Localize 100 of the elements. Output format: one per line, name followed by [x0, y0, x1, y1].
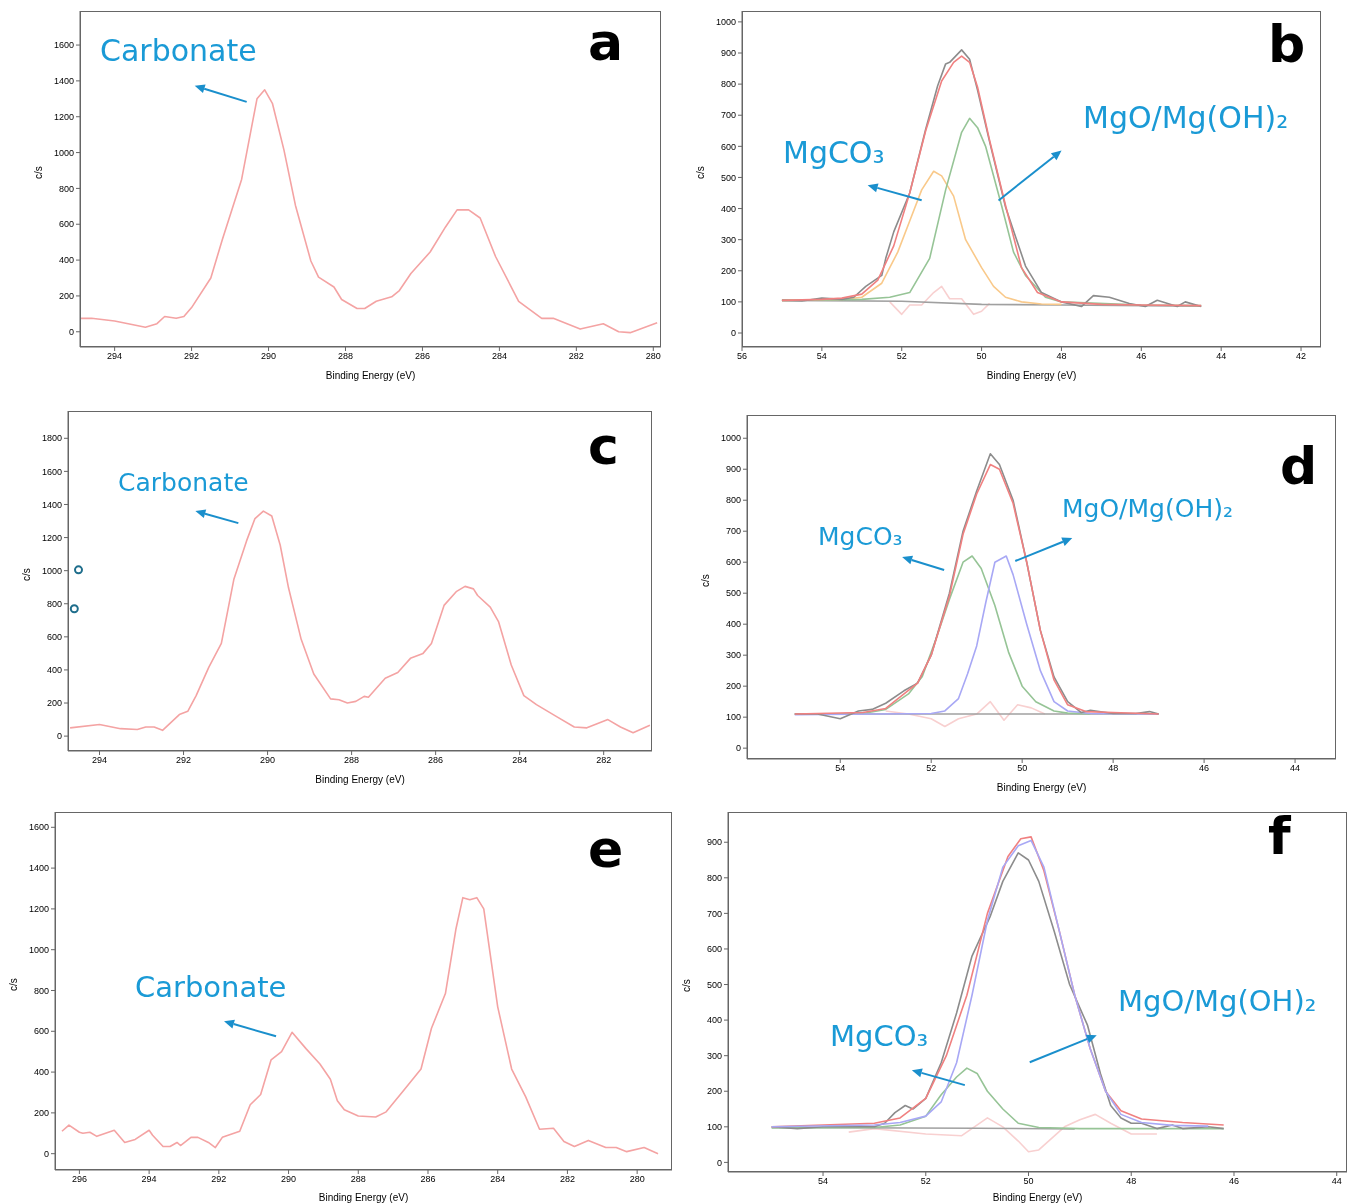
y-tick-label: 100	[725, 712, 741, 723]
y-axis-title: c/s	[32, 166, 44, 179]
y-axis-title: c/s	[699, 574, 711, 587]
x-tick-label: 282	[596, 755, 612, 766]
x-tick-label: 44	[1216, 351, 1227, 362]
x-tick-label: 288	[344, 755, 360, 766]
y-tick-label: 1600	[28, 822, 49, 833]
y-tick-label: 1600	[53, 40, 74, 51]
x-tick-label: 286	[428, 755, 444, 766]
y-tick-label: 800	[706, 873, 722, 884]
y-axis-title: c/s	[20, 568, 32, 581]
x-axis-title: Binding Energy (eV)	[318, 1192, 409, 1203]
y-tick-label: 500	[725, 588, 741, 599]
y-tick-label: 0	[735, 743, 741, 754]
x-axis-title: Binding Energy (eV)	[992, 1192, 1083, 1203]
x-tick-label: 52	[926, 763, 937, 774]
y-tick-label: 700	[725, 526, 741, 537]
x-axis-title: Binding Energy (eV)	[315, 774, 405, 785]
y-tick-label: 600	[720, 141, 736, 152]
x-tick-label: 292	[211, 1174, 227, 1185]
x-tick-label: 50	[1023, 1176, 1034, 1187]
y-axis-title: c/s	[7, 978, 19, 991]
x-tick-label: 42	[1296, 351, 1307, 362]
y-tick-label: 0	[68, 326, 74, 337]
y-tick-label: 200	[720, 265, 736, 276]
annotation: MgO/Mg(OH)₂	[1062, 494, 1233, 523]
x-tick-label: 290	[261, 351, 277, 362]
y-tick-label: 600	[706, 944, 722, 955]
x-tick-label: 56	[736, 351, 748, 362]
x-tick-label: 280	[629, 1174, 645, 1185]
y-tick-label: 400	[46, 665, 62, 676]
x-tick-label: 290	[281, 1174, 297, 1185]
x-tick-label: 282	[559, 1174, 575, 1185]
y-tick-label: 400	[725, 619, 741, 630]
y-tick-label: 400	[720, 203, 736, 214]
y-tick-label: 600	[58, 219, 74, 230]
y-tick-label: 1000	[720, 433, 741, 444]
x-tick-label: 48	[1056, 351, 1067, 362]
y-tick-label: 0	[730, 328, 736, 339]
y-axis-title: c/s	[694, 166, 706, 179]
y-tick-label: 800	[33, 985, 49, 996]
x-tick-label: 290	[260, 755, 276, 766]
y-tick-label: 400	[33, 1067, 49, 1078]
x-tick-label: 52	[896, 351, 907, 362]
x-tick-label: 54	[835, 763, 846, 774]
x-axis-title: Binding Energy (eV)	[996, 782, 1087, 793]
x-tick-label: 282	[568, 351, 584, 362]
annotation: d	[1280, 436, 1318, 496]
y-tick-label: 0	[716, 1157, 722, 1168]
y-tick-label: 0	[56, 731, 62, 742]
x-tick-label: 50	[976, 351, 987, 362]
y-tick-label: 300	[725, 650, 741, 661]
y-tick-label: 300	[706, 1050, 722, 1061]
annotation: Carbonate	[100, 33, 257, 68]
y-tick-label: 300	[720, 234, 736, 245]
y-tick-label: 700	[706, 908, 722, 919]
y-tick-label: 600	[46, 632, 62, 643]
x-tick-label: 54	[816, 351, 827, 362]
y-tick-label: 1200	[41, 532, 62, 543]
x-tick-label: 286	[420, 1174, 436, 1185]
y-tick-label: 800	[720, 79, 736, 90]
annotation: MgCO₃	[783, 135, 885, 170]
x-tick-label: 48	[1108, 763, 1119, 774]
y-tick-label: 0	[43, 1148, 49, 1159]
y-tick-label: 200	[46, 698, 62, 709]
x-tick-label: 286	[414, 351, 430, 362]
x-tick-label: 52	[920, 1176, 931, 1187]
y-tick-label: 200	[58, 291, 74, 302]
annotation: b	[1268, 14, 1306, 74]
annotation: f	[1268, 806, 1291, 866]
y-tick-label: 1600	[41, 466, 62, 477]
x-tick-label: 284	[512, 755, 528, 766]
y-tick-label: 1400	[53, 76, 74, 87]
y-tick-label: 1200	[53, 111, 74, 122]
y-tick-label: 800	[58, 183, 74, 194]
annotation: Carbonate	[118, 468, 249, 497]
y-tick-label: 200	[33, 1108, 49, 1119]
y-tick-label: 400	[706, 1015, 722, 1026]
x-tick-label: 294	[92, 755, 108, 766]
y-tick-label: 400	[58, 255, 74, 266]
x-tick-label: 48	[1126, 1176, 1137, 1187]
y-tick-label: 800	[46, 598, 62, 609]
annotation: MgCO₃	[830, 1019, 929, 1053]
annotation: c	[588, 416, 619, 476]
x-tick-label: 294	[141, 1174, 157, 1185]
y-tick-label: 900	[720, 48, 736, 59]
y-tick-label: 1000	[28, 944, 49, 955]
x-tick-label: 288	[350, 1174, 366, 1185]
x-tick-label: 280	[645, 351, 661, 362]
x-tick-label: 46	[1199, 763, 1210, 774]
y-tick-label: 1000	[41, 565, 62, 576]
y-tick-label: 1000	[715, 17, 736, 28]
y-tick-label: 1400	[28, 863, 49, 874]
annotation: Carbonate	[135, 970, 287, 1004]
y-tick-label: 600	[33, 1026, 49, 1037]
y-tick-label: 1800	[41, 433, 62, 444]
x-tick-label: 296	[71, 1174, 87, 1185]
annotation: MgCO₃	[818, 522, 903, 551]
x-tick-label: 292	[176, 755, 192, 766]
annotation: MgO/Mg(OH)₂	[1083, 100, 1289, 135]
